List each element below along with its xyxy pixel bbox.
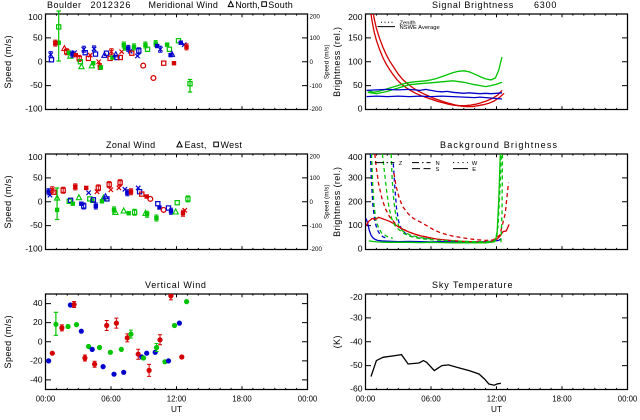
- svg-text:Speed (m/s): Speed (m/s): [3, 315, 13, 368]
- svg-text:Brightness (rel.): Brightness (rel.): [332, 27, 342, 97]
- svg-text:150: 150: [348, 33, 363, 43]
- svg-text:12:00: 12:00: [487, 395, 507, 404]
- svg-text:0: 0: [358, 244, 363, 254]
- svg-text:0: 0: [310, 199, 314, 206]
- svg-text:06:00: 06:00: [421, 395, 441, 404]
- svg-text:Speed (m/s): Speed (m/s): [324, 184, 331, 219]
- svg-text:6300: 6300: [534, 0, 557, 10]
- svg-text:-20: -20: [30, 356, 43, 366]
- svg-text:18:00: 18:00: [552, 395, 572, 404]
- svg-text:0: 0: [38, 56, 43, 66]
- svg-text:UT: UT: [491, 405, 502, 414]
- svg-text:-30: -30: [350, 313, 363, 323]
- svg-text:100: 100: [310, 35, 321, 42]
- svg-text:2012326: 2012326: [91, 0, 132, 10]
- svg-text:Speed (m/s): Speed (m/s): [324, 44, 331, 79]
- svg-text:200: 200: [348, 196, 363, 206]
- svg-text:W: W: [472, 161, 478, 167]
- svg-text:(K): (K): [332, 335, 342, 348]
- svg-text:UT: UT: [171, 405, 182, 414]
- svg-text:Meridional Wind: Meridional Wind: [149, 0, 219, 10]
- svg-text:S: S: [436, 167, 440, 173]
- svg-text:-100: -100: [310, 223, 323, 230]
- svg-text:50: 50: [33, 173, 43, 183]
- svg-text:Signal Brightness: Signal Brightness: [432, 0, 514, 10]
- svg-text:Brightness (rel.): Brightness (rel.): [332, 167, 342, 237]
- svg-text:Zonal Wind: Zonal Wind: [106, 140, 156, 150]
- svg-text:Sky Temperature: Sky Temperature: [432, 280, 513, 290]
- svg-text:400: 400: [348, 152, 363, 162]
- svg-text:200: 200: [348, 12, 363, 22]
- svg-text:12:00: 12:00: [167, 395, 187, 404]
- svg-text:200: 200: [310, 154, 321, 161]
- svg-text:40: 40: [33, 298, 43, 308]
- svg-text:18:00: 18:00: [232, 395, 252, 404]
- svg-text:Boulder: Boulder: [47, 0, 82, 10]
- svg-text:100: 100: [28, 152, 43, 162]
- svg-text:100: 100: [310, 175, 321, 182]
- svg-text:-50: -50: [30, 220, 43, 230]
- svg-text:-100: -100: [25, 104, 42, 114]
- svg-text:0: 0: [38, 196, 43, 206]
- svg-text:-100: -100: [25, 244, 42, 254]
- svg-text:-50: -50: [350, 360, 363, 370]
- svg-text:NSWE Average: NSWE Average: [400, 25, 440, 31]
- svg-text:-200: -200: [310, 246, 323, 253]
- svg-text:Z: Z: [399, 161, 403, 167]
- svg-text:Speed (m/s): Speed (m/s): [3, 175, 13, 228]
- svg-text:100: 100: [348, 56, 363, 66]
- svg-text:00:00: 00:00: [36, 395, 56, 404]
- svg-text:0: 0: [38, 336, 43, 346]
- svg-text:Zenith: Zenith: [400, 20, 416, 26]
- svg-text:-60: -60: [350, 384, 363, 394]
- svg-text:West: West: [221, 140, 243, 150]
- svg-text:00:00: 00:00: [618, 395, 638, 404]
- svg-text:0: 0: [358, 104, 363, 114]
- svg-text:-40: -40: [350, 336, 363, 346]
- svg-text:-50: -50: [30, 80, 43, 90]
- svg-text:Vertical Wind: Vertical Wind: [145, 280, 207, 290]
- svg-text:East,: East,: [185, 140, 207, 150]
- svg-text:-20: -20: [350, 292, 363, 302]
- svg-text:06:00: 06:00: [101, 395, 121, 404]
- svg-text:00:00: 00:00: [298, 395, 318, 404]
- svg-text:N: N: [436, 161, 440, 167]
- svg-text:50: 50: [33, 33, 43, 43]
- svg-text:South: South: [268, 0, 293, 10]
- svg-text:100: 100: [28, 12, 43, 22]
- svg-text:-40: -40: [30, 375, 43, 385]
- svg-text:00:00: 00:00: [356, 395, 376, 404]
- svg-text:-200: -200: [310, 106, 323, 113]
- svg-text:300: 300: [348, 173, 363, 183]
- svg-text:North,: North,: [235, 0, 260, 10]
- svg-text:Background Brightness: Background Brightness: [440, 140, 558, 150]
- svg-text:E: E: [472, 167, 476, 173]
- svg-text:50: 50: [353, 80, 363, 90]
- svg-text:100: 100: [348, 220, 363, 230]
- svg-text:20: 20: [33, 317, 43, 327]
- svg-text:200: 200: [310, 14, 321, 21]
- svg-text:-100: -100: [310, 83, 323, 90]
- svg-text:Speed (m/s): Speed (m/s): [3, 35, 13, 88]
- svg-text:0: 0: [310, 59, 314, 66]
